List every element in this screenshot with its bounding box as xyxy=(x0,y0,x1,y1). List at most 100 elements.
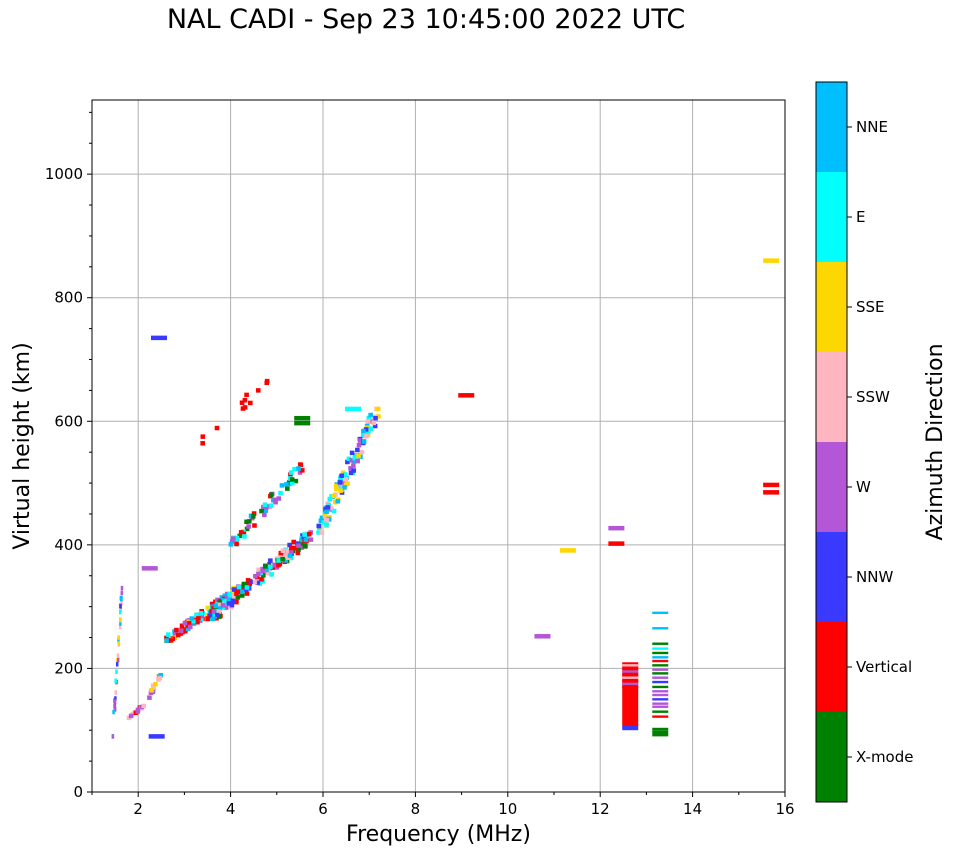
echo-point xyxy=(262,512,267,518)
echo-point xyxy=(256,567,261,573)
echo-point xyxy=(114,696,117,701)
echo-stripe xyxy=(652,651,669,655)
echo-point xyxy=(325,505,331,510)
echo-point xyxy=(191,619,196,624)
echo-point xyxy=(289,477,295,482)
echo-point xyxy=(349,458,354,463)
echo-point xyxy=(242,397,248,403)
echo-point xyxy=(342,472,348,477)
echo-point xyxy=(234,599,239,605)
echo-point xyxy=(304,535,310,540)
echo-point xyxy=(348,470,354,476)
echo-point xyxy=(316,530,321,535)
echo-point xyxy=(331,508,337,514)
echo-point xyxy=(306,531,312,537)
echo-point xyxy=(244,591,250,596)
echo-point xyxy=(338,488,343,493)
echo-stripe xyxy=(652,676,669,679)
echo-point xyxy=(119,621,122,626)
echo-stripe xyxy=(652,672,669,675)
echo-point xyxy=(269,492,274,497)
echo-point xyxy=(302,532,307,537)
echo-point xyxy=(261,573,266,578)
echo-point xyxy=(302,541,308,546)
colorbar-segment xyxy=(816,712,847,802)
echo-point xyxy=(282,553,288,558)
echo-stripe xyxy=(652,647,669,650)
echo-point xyxy=(150,335,167,341)
echo-point xyxy=(365,429,371,435)
echo-point xyxy=(240,406,246,411)
echo-point xyxy=(343,482,349,488)
echo-point xyxy=(337,480,343,485)
echo-point xyxy=(352,455,358,461)
echo-point xyxy=(323,506,328,512)
echo-point xyxy=(763,490,780,495)
echo-point xyxy=(608,541,625,546)
x-axis-label: Frequency (MHz) xyxy=(346,822,531,847)
echo-point xyxy=(214,608,219,613)
echo-point xyxy=(324,509,329,515)
colorbar-segment xyxy=(816,262,847,352)
echo-stripe xyxy=(652,664,669,667)
echo-point xyxy=(342,485,347,490)
echo-point xyxy=(288,549,294,555)
echo-point xyxy=(239,593,245,598)
echo-point xyxy=(246,524,251,529)
echo-point xyxy=(239,586,244,591)
echo-point xyxy=(299,545,304,551)
echo-point xyxy=(296,466,301,471)
echo-point xyxy=(308,537,314,542)
echo-point xyxy=(200,441,205,446)
echo-point xyxy=(113,706,117,712)
echo-point xyxy=(174,627,179,633)
echo-point xyxy=(238,530,244,535)
echo-point xyxy=(327,496,333,502)
colorbar-tick-label: X-mode xyxy=(856,748,913,766)
echo-stripe xyxy=(652,659,669,663)
data-layer xyxy=(111,258,780,739)
echo-point xyxy=(294,420,311,426)
colorbar-segment xyxy=(816,82,847,172)
echo-point xyxy=(248,400,253,406)
echo-point xyxy=(360,433,366,439)
echo-point xyxy=(260,566,265,572)
echo-point xyxy=(113,699,117,704)
echo-point xyxy=(117,635,120,640)
echo-point xyxy=(296,547,301,552)
colorbar-tick-label: W xyxy=(856,478,871,496)
echo-point xyxy=(210,601,216,607)
echo-point xyxy=(322,513,328,519)
y-tick-label: 200 xyxy=(54,659,83,677)
echo-point xyxy=(241,583,246,588)
echo-point xyxy=(215,597,220,603)
echo-point xyxy=(346,456,352,462)
colorbar-tick-label: Vertical xyxy=(856,658,912,676)
echo-point xyxy=(239,400,245,405)
echo-point xyxy=(361,439,367,444)
echo-point xyxy=(239,589,245,594)
echo-point xyxy=(185,623,190,628)
echo-point xyxy=(364,434,369,439)
echo-point xyxy=(141,566,158,571)
echo-point xyxy=(223,605,229,610)
echo-bar xyxy=(622,725,639,731)
echo-point xyxy=(165,632,171,637)
echo-point xyxy=(324,517,330,523)
echo-point xyxy=(366,415,372,421)
echo-point xyxy=(355,447,360,453)
colorbar-segment xyxy=(816,532,847,622)
echo-point xyxy=(248,579,253,584)
echo-point xyxy=(263,564,268,569)
echo-point xyxy=(289,480,295,486)
colorbar-tick-label: NNW xyxy=(856,568,893,586)
echo-point xyxy=(250,514,256,519)
echo-point xyxy=(244,519,249,525)
echo-point xyxy=(183,627,188,633)
echo-point xyxy=(199,613,205,619)
x-tick-label: 2 xyxy=(133,800,143,818)
echo-point xyxy=(227,597,232,603)
echo-point xyxy=(273,499,278,505)
echo-point xyxy=(256,571,261,577)
echo-point xyxy=(368,426,374,431)
